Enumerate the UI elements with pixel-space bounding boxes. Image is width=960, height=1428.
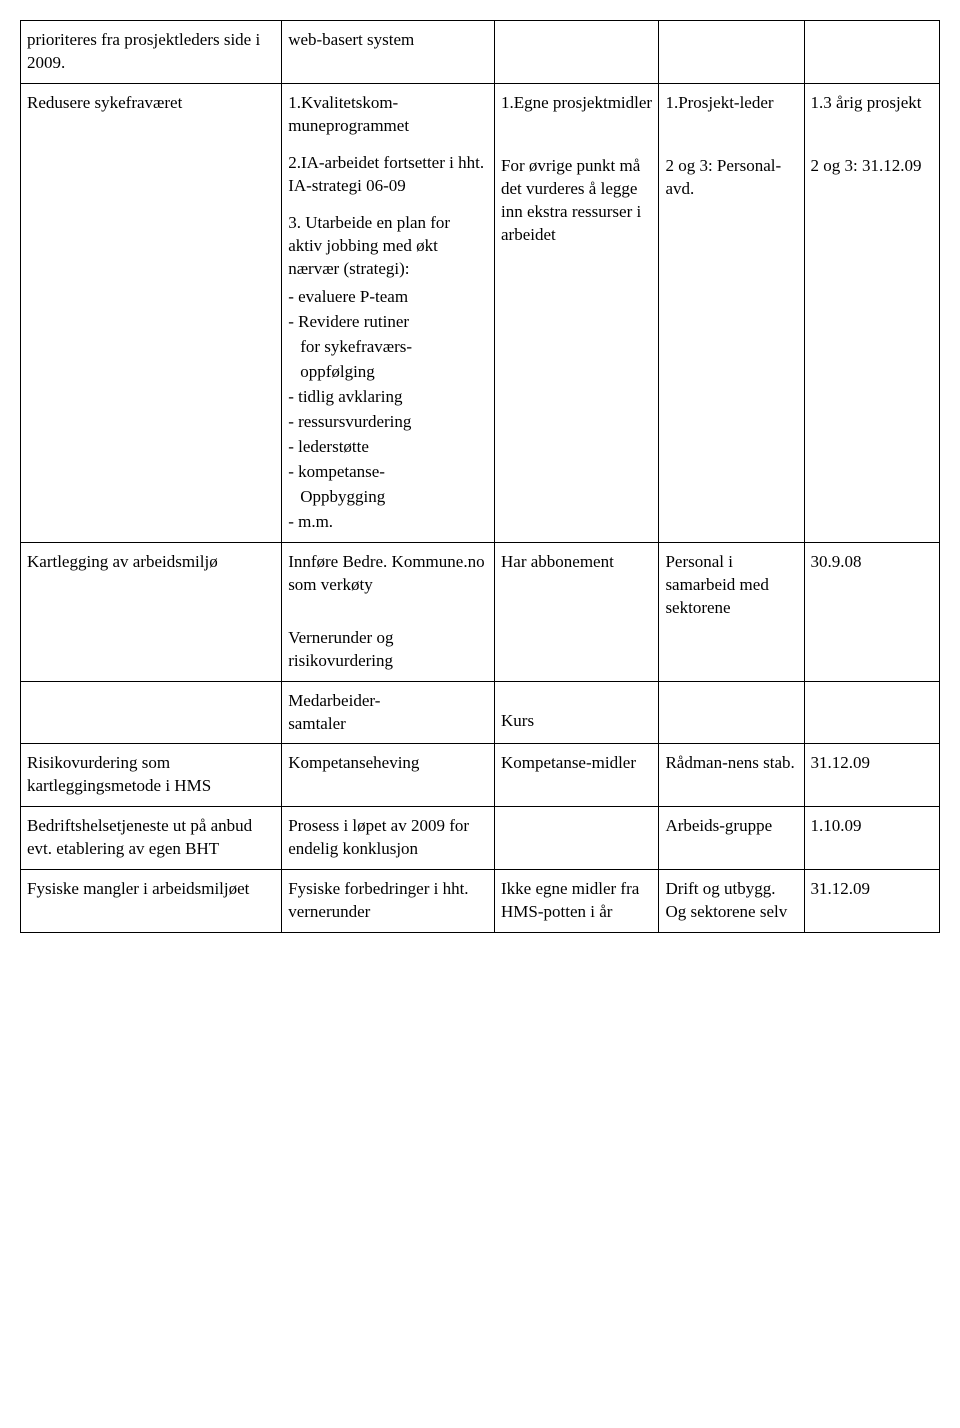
cell-r5-c3: Kompetanse-midler [495, 744, 659, 807]
paragraph: Vernerunder og risikovurdering [288, 627, 488, 673]
paragraph: 2 og 3: Personal-avd. [665, 155, 797, 201]
cell-r5-c2: Kompetanseheving [282, 744, 495, 807]
paragraph: 2.IA-arbeidet fortsetter i hht. IA-strat… [288, 152, 488, 198]
list-item: - tidlig avklaring [288, 386, 488, 409]
cell-r1-c5 [804, 21, 939, 84]
cell-r7-c1: Fysiske mangler i arbeidsmiljøet [21, 870, 282, 933]
cell-r2-c5: 1.3 årig prosjekt 2 og 3: 31.12.09 [804, 83, 939, 542]
table-row: Medarbeider- samtaler Kurs [21, 681, 940, 744]
cell-r6-c3 [495, 807, 659, 870]
table-row: Redusere sykefraværet 1.Kvalitetskom-mun… [21, 83, 940, 542]
cell-r5-c4: Rådman-nens stab. [659, 744, 804, 807]
paragraph: 3. Utarbeide en plan for aktiv jobbing m… [288, 212, 488, 281]
list-item: - m.m. [288, 511, 488, 534]
cell-r6-c4: Arbeids-gruppe [659, 807, 804, 870]
cell-r7-c3: Ikke egne midler fra HMS-potten i år [495, 870, 659, 933]
paragraph: 1.3 årig prosjekt [811, 92, 933, 115]
cell-r1-c2: web-basert system [282, 21, 495, 84]
cell-r1-c1: prioriteres fra prosjektleders side i 20… [21, 21, 282, 84]
cell-r3-c5: 30.9.08 [804, 542, 939, 681]
cell-r4-c1 [21, 681, 282, 744]
paragraph: 1.Kvalitetskom-muneprogrammet [288, 92, 488, 138]
table-row: Risikovurdering som kartleggingsmetode i… [21, 744, 940, 807]
cell-r6-c1: Bedriftshelsetjeneste ut på anbud evt. e… [21, 807, 282, 870]
table-row: prioriteres fra prosjektleders side i 20… [21, 21, 940, 84]
list-item: - evaluere P-team [288, 286, 488, 309]
cell-r3-c4: Personal i samarbeid med sektorene [659, 542, 804, 681]
list: - evaluere P-team - Revidere rutiner for… [288, 286, 488, 533]
cell-r7-c2: Fysiske forbedringer i hht. vernerunder [282, 870, 495, 933]
paragraph: For øvrige punkt må det vurderes å legge… [501, 155, 652, 247]
cell-r5-c1: Risikovurdering som kartleggingsmetode i… [21, 744, 282, 807]
cell-r1-c4 [659, 21, 804, 84]
cell-r4-c2: Medarbeider- samtaler [282, 681, 495, 744]
cell-r2-c2: 1.Kvalitetskom-muneprogrammet 2.IA-arbei… [282, 83, 495, 542]
paragraph: 2 og 3: 31.12.09 [811, 155, 933, 178]
cell-r2-c4: 1.Prosjekt-leder 2 og 3: Personal-avd. [659, 83, 804, 542]
list-item-cont: for sykefraværs- [288, 336, 488, 359]
cell-r2-c3: 1.Egne prosjektmidler For øvrige punkt m… [495, 83, 659, 542]
list-item-cont: oppfølging [288, 361, 488, 384]
paragraph: 1.Prosjekt-leder [665, 92, 797, 115]
cell-r3-c3: Har abbonement [495, 542, 659, 681]
table-row: Bedriftshelsetjeneste ut på anbud evt. e… [21, 807, 940, 870]
list-item: - Revidere rutiner [288, 311, 488, 334]
cell-r7-c4: Drift og utbygg. Og sektorene selv [659, 870, 804, 933]
paragraph: Medarbeider- [288, 690, 488, 713]
cell-r6-c5: 1.10.09 [804, 807, 939, 870]
cell-r5-c5: 31.12.09 [804, 744, 939, 807]
cell-r4-c5 [804, 681, 939, 744]
list-item: - kompetanse- [288, 461, 488, 484]
paragraph: samtaler [288, 713, 488, 736]
cell-r3-c1: Kartlegging av arbeidsmiljø [21, 542, 282, 681]
list-item-cont: Oppbygging [288, 486, 488, 509]
cell-r6-c2: Prosess i løpet av 2009 for endelig konk… [282, 807, 495, 870]
cell-r4-c3: Kurs [495, 681, 659, 744]
table-row: Fysiske mangler i arbeidsmiljøet Fysiske… [21, 870, 940, 933]
list-item: - ressursvurdering [288, 411, 488, 434]
cell-r3-c2: Innføre Bedre. Kommune.no som verkøty Ve… [282, 542, 495, 681]
paragraph: 1.Egne prosjektmidler [501, 92, 652, 115]
paragraph: Kurs [501, 710, 652, 733]
paragraph: Innføre Bedre. Kommune.no som verkøty [288, 551, 488, 597]
cell-r2-c1: Redusere sykefraværet [21, 83, 282, 542]
table-row: Kartlegging av arbeidsmiljø Innføre Bedr… [21, 542, 940, 681]
cell-r7-c5: 31.12.09 [804, 870, 939, 933]
cell-r4-c4 [659, 681, 804, 744]
cell-r1-c3 [495, 21, 659, 84]
document-table: prioriteres fra prosjektleders side i 20… [20, 20, 940, 933]
list-item: - lederstøtte [288, 436, 488, 459]
